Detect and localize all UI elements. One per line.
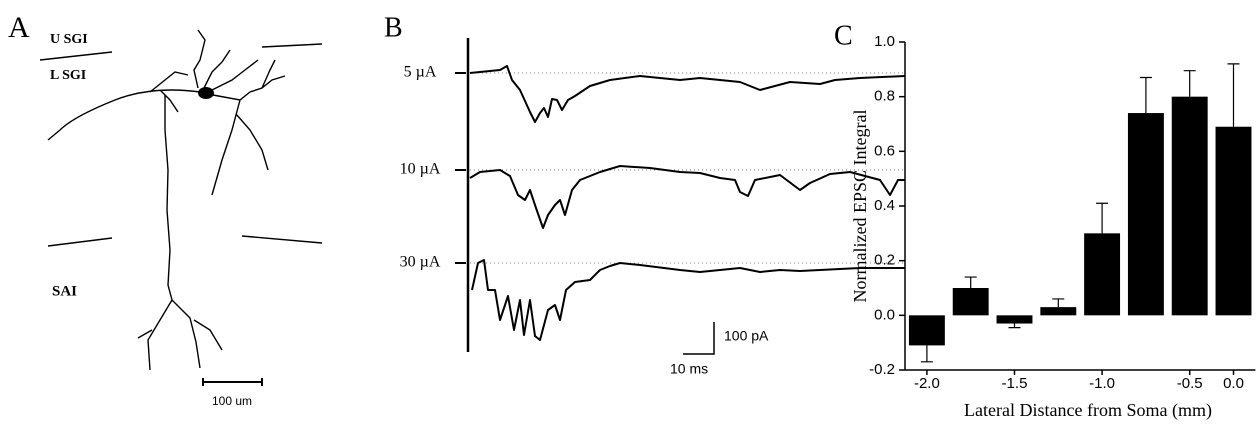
scale-bar (683, 322, 715, 355)
bar (1040, 307, 1077, 316)
error-bar (1052, 298, 1065, 308)
y-tick-label: 0.0 (874, 306, 895, 323)
soma (198, 87, 214, 99)
stimulus-label: 10 µA (400, 161, 441, 178)
x-tick-label: -1.5 (1002, 375, 1028, 392)
y-tick-label: 0.4 (874, 197, 895, 214)
trace (469, 165, 905, 229)
y-tick-label: 0.6 (874, 142, 895, 159)
panel-label: C (834, 20, 853, 51)
y-tick-label: 0.2 (874, 252, 895, 269)
stimulus-label: 30 µA (400, 254, 441, 271)
neuron (47, 29, 286, 371)
bar (952, 288, 989, 316)
scale-label: 100 pA (724, 328, 769, 344)
x-axis-label: Lateral Distance from Soma (mm) (964, 400, 1212, 421)
error-bar (1008, 323, 1021, 329)
stimulus-label: 5 µA (404, 64, 437, 81)
bar (1171, 96, 1208, 316)
dendrites (47, 29, 286, 371)
error-bar (920, 345, 933, 363)
error-bar (964, 276, 977, 288)
x-tick-label: -0.5 (1177, 375, 1203, 392)
panel-b: B 5 µA 10 µA 30 µA 100 pA 10 ms (384, 12, 906, 377)
layer-label: U SGI (50, 32, 88, 47)
y-tick-label: -0.2 (869, 361, 895, 378)
y-tick-label: 0.8 (874, 88, 895, 105)
x-tick-label: -1.0 (1089, 375, 1115, 392)
error-bar (1183, 70, 1196, 97)
panel-label: B (384, 12, 403, 43)
y-axis-label: Normalized EPSC Integral (850, 110, 870, 303)
x-tick-label: -2.0 (914, 375, 940, 392)
bar (1084, 233, 1121, 316)
scale-bar (202, 378, 263, 386)
scale-label: 10 ms (670, 361, 708, 377)
stimulus-tick (455, 72, 466, 264)
scale-label: 100 um (212, 394, 252, 408)
bar (1127, 113, 1164, 316)
x-tick-label: 0.0 (1223, 375, 1244, 392)
bar (908, 315, 945, 346)
trace (469, 65, 906, 123)
bar (996, 315, 1033, 324)
bar (1215, 126, 1252, 316)
panel-c: C Normalized EPSC Integral Lateral Dista… (834, 20, 1256, 421)
layer-boundary (39, 43, 323, 247)
layer-label: L SGI (50, 68, 86, 83)
error-bar (1227, 63, 1240, 127)
trace (471, 259, 905, 341)
panel-label: A (8, 11, 30, 44)
panel-a: A U SGI L SGI SAI 100 um (8, 11, 323, 408)
y-tick-label: 1.0 (874, 33, 895, 50)
error-bar (1139, 76, 1152, 114)
error-bar (1096, 202, 1109, 234)
layer-label: SAI (52, 283, 77, 299)
